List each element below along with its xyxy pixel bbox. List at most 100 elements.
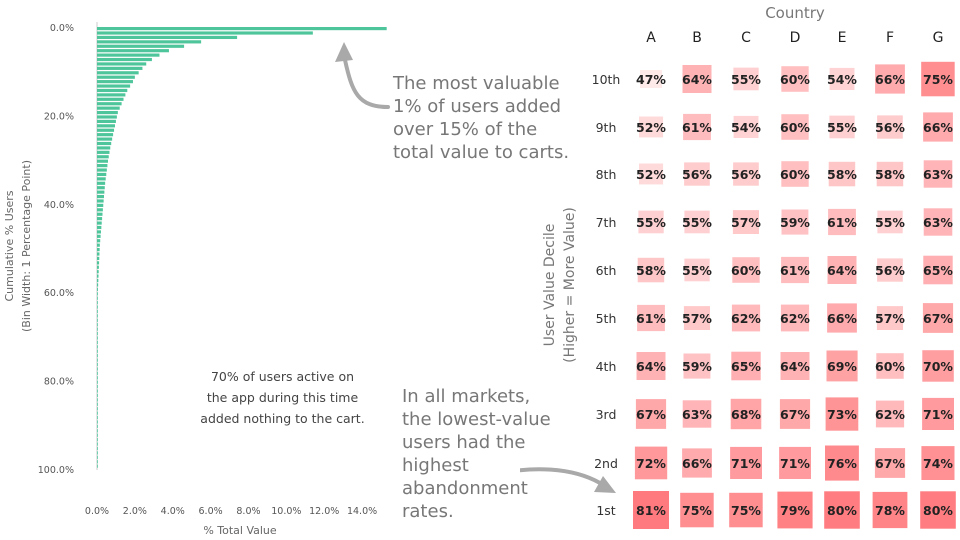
cell-label: 80% [923,503,953,518]
bar [97,265,99,269]
heatmap-cell [872,491,908,529]
bar [97,270,99,274]
heatmap-cell [874,448,906,478]
heatmap-cell [732,210,759,234]
x-tick-label: 4.0% [161,506,185,517]
heatmap-cell [730,446,762,479]
cell-label: 71% [923,407,953,422]
bar [97,35,238,40]
row-header: 2nd [594,456,618,471]
bar [97,301,98,305]
bar [97,367,98,371]
heatmap-y-label: User Value Decile [542,224,558,347]
y-tick-label: 20.0% [44,111,74,122]
cell-label: 58% [636,263,666,278]
cell-label: 65% [731,359,761,374]
heatmap-cell [827,256,857,284]
cell-label: 62% [731,311,761,326]
bar [97,283,99,287]
cell-label: 72% [636,456,666,471]
bar [97,318,98,322]
bar [97,455,98,459]
heatmap-cell [683,353,711,379]
x-tick-label: 2.0% [123,506,147,517]
row-header: 9th [596,120,617,135]
bar [97,97,124,101]
bar [97,133,114,137]
heatmap-cell [922,303,954,333]
bar [97,287,98,291]
bar [97,442,98,446]
bar [97,278,99,283]
cell-label: 60% [780,120,810,135]
cell-label: 81% [636,503,666,518]
heatmap-cell [921,61,955,97]
bar [97,71,139,75]
heatmap-cell [876,306,903,330]
bar [97,31,313,35]
bar [97,358,98,362]
bar [97,199,104,203]
bar [97,88,128,93]
bar [97,464,98,468]
cell-label: 66% [682,456,712,471]
heatmap-cell [920,491,956,529]
bar [97,292,98,296]
bar [97,256,100,261]
heatmap-cell [781,161,809,187]
bar [97,203,104,207]
bar [97,146,111,150]
bar [97,411,98,415]
cell-label: 71% [780,456,810,471]
bar [97,128,115,132]
cell-label: 47% [636,72,666,87]
heatmap-cell [780,352,810,380]
cell-label: 64% [682,72,712,87]
heatmap-cell [731,351,761,381]
heatmap-cell [729,492,763,528]
bar [97,119,116,123]
bar [97,110,118,115]
cell-label: 55% [827,120,857,135]
heatmap-cell [633,491,669,529]
cell-label: 61% [682,120,712,135]
bar [97,159,108,163]
bar [97,451,98,455]
row-header: 1st [596,503,615,518]
bar [97,27,387,31]
annotation-middle: 70% of users active on the app during th… [200,369,365,426]
heatmap-cell [877,258,903,282]
bar [97,62,147,66]
bar [97,407,98,411]
heatmap-cell [781,256,809,284]
heatmap-cell [682,400,712,428]
bar [97,354,98,358]
heatmap-cell [875,64,905,94]
cell-label: 61% [827,215,857,230]
bar [97,168,107,172]
cell-label: 55% [682,263,712,278]
bar [97,137,113,141]
bar [97,93,126,97]
heatmap-cell [877,115,903,139]
cell-label: 66% [923,120,953,135]
cell-label: 73% [827,407,857,422]
cell-label: 57% [731,215,761,230]
cell-label: 75% [923,72,953,87]
bar [97,420,98,424]
cell-label: 78% [875,503,905,518]
bar [97,460,98,464]
bar [97,345,98,349]
heatmap-cell [732,257,760,283]
heatmap-cell [636,352,666,380]
bar [97,252,100,256]
cell-label: 71% [731,456,761,471]
row-headers: 10th 9th 8th 7th 6th 5th 4th 3rd 2nd 1st [592,72,621,518]
heatmap-title: Country [765,4,825,22]
bar [97,102,122,106]
bar [97,194,105,199]
cell-label: 55% [682,215,712,230]
cell-label: 57% [682,311,712,326]
bar [97,234,101,238]
bar [97,429,98,433]
